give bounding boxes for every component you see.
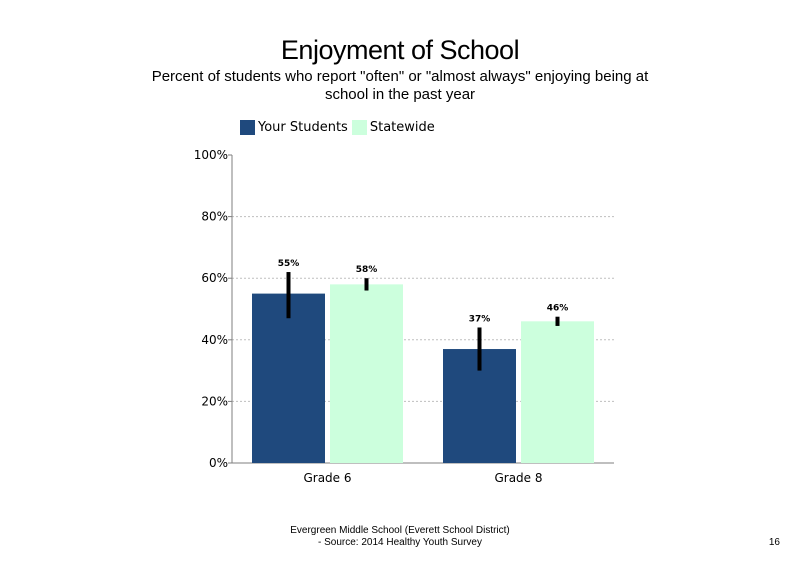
- chart-title: Enjoyment of School: [280, 35, 520, 65]
- legend-item-statewide: Statewide: [351, 119, 435, 135]
- data-label: 55%: [278, 259, 300, 269]
- data-label: 58%: [356, 265, 378, 275]
- legend-label-your-students: Your Students: [258, 119, 348, 135]
- bar: [252, 293, 325, 463]
- data-label: 37%: [469, 314, 491, 324]
- page-number: 16: [768, 537, 780, 548]
- data-label: 46%: [547, 304, 569, 314]
- bar: [521, 321, 594, 463]
- x-category-label: Grade 6: [303, 471, 351, 485]
- legend: Your Students Statewide: [240, 118, 439, 136]
- y-tick-label: 40%: [201, 333, 228, 347]
- y-tick-label: 60%: [201, 271, 228, 285]
- bar: [330, 284, 403, 463]
- y-tick-label: 100%: [194, 148, 228, 162]
- y-tick-label: 80%: [201, 210, 228, 224]
- y-tick-label: 0%: [209, 456, 228, 470]
- y-tick-label: 20%: [201, 394, 228, 408]
- chart-subtitle: Percent of students who report "often" o…: [151, 68, 649, 103]
- legend-swatch-statewide: [351, 119, 367, 135]
- footer-school: Evergreen Middle School (Everett School …: [290, 525, 510, 536]
- legend-item-your-students: Your Students: [240, 119, 348, 135]
- legend-swatch-your-students: [240, 119, 255, 135]
- x-category-label: Grade 8: [494, 471, 542, 485]
- footer: Evergreen Middle School (Everett School …: [250, 525, 550, 549]
- legend-label-statewide: Statewide: [369, 119, 435, 135]
- footer-source: - Source: 2014 Healthy Youth Survey: [318, 537, 482, 548]
